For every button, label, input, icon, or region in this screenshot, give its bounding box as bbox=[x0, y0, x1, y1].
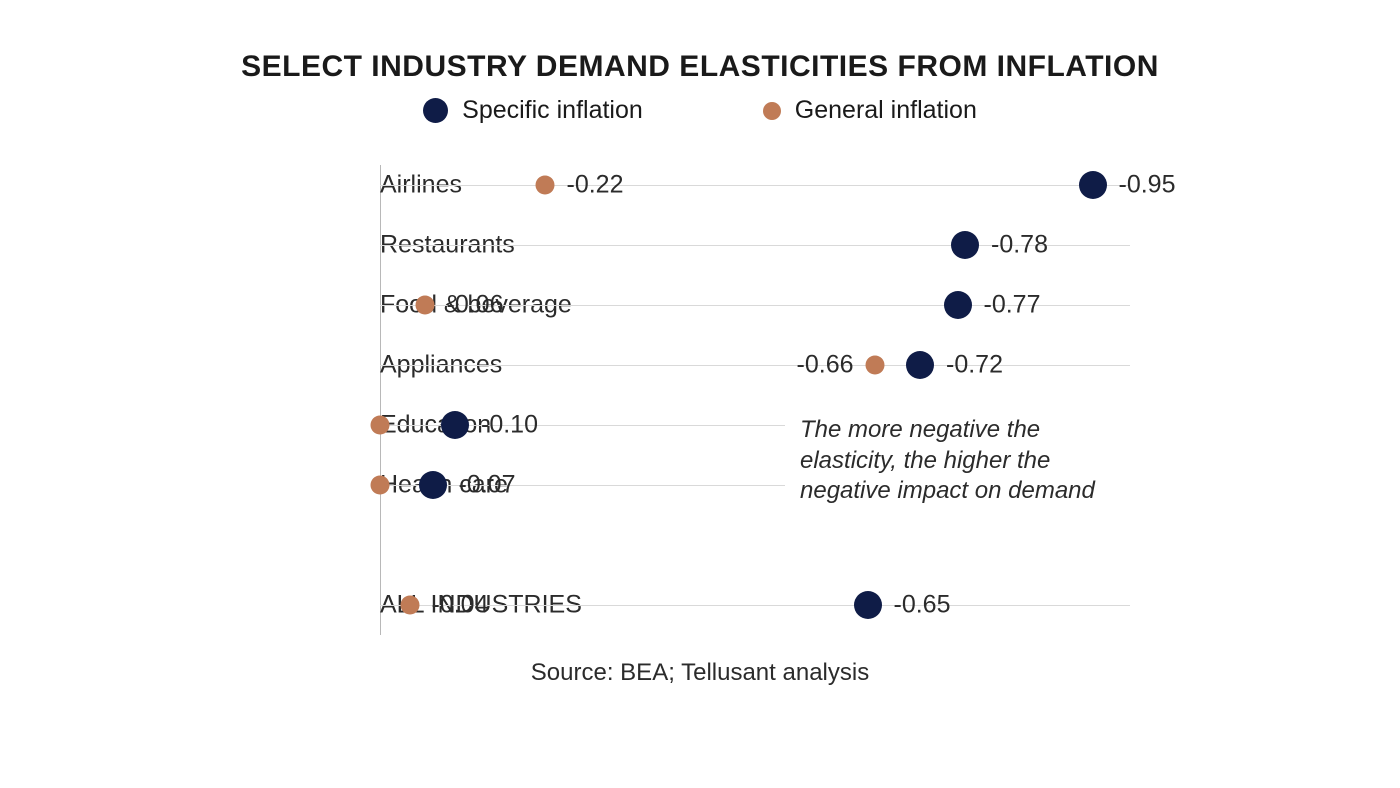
data-point-general bbox=[416, 296, 435, 315]
source-text: Source: BEA; Tellusant analysis bbox=[140, 659, 1260, 687]
data-point-specific bbox=[419, 471, 447, 499]
value-label: -0.66 bbox=[797, 351, 854, 380]
value-label: -0.06 bbox=[447, 291, 504, 320]
data-point-general bbox=[371, 416, 390, 435]
data-point-specific bbox=[1079, 171, 1107, 199]
data-point-specific bbox=[944, 291, 972, 319]
data-point-specific bbox=[951, 231, 979, 259]
gridline bbox=[380, 185, 1130, 186]
data-point-general bbox=[536, 176, 555, 195]
value-label: -0.78 bbox=[991, 231, 1048, 260]
value-label: -0.95 bbox=[1119, 171, 1176, 200]
value-label: -0.07 bbox=[459, 471, 516, 500]
legend-item-general: General inflation bbox=[763, 96, 977, 125]
value-label: -0.04 bbox=[432, 591, 489, 620]
data-point-general bbox=[401, 596, 420, 615]
legend: Specific inflation General inflation bbox=[140, 96, 1260, 125]
plot-area: The more negative theelasticity, the hig… bbox=[140, 165, 1260, 635]
legend-item-specific: Specific inflation bbox=[423, 96, 643, 125]
gridline bbox=[380, 605, 1130, 606]
data-point-specific bbox=[441, 411, 469, 439]
value-label: -0.10 bbox=[481, 411, 538, 440]
legend-label-specific: Specific inflation bbox=[462, 96, 643, 125]
chart-title: SELECT INDUSTRY DEMAND ELASTICITIES FROM… bbox=[140, 50, 1260, 84]
gridline bbox=[380, 365, 1130, 366]
value-label: -0.72 bbox=[946, 351, 1003, 380]
annotation-text: The more negative theelasticity, the hig… bbox=[800, 415, 1095, 507]
legend-dot-general bbox=[763, 102, 781, 120]
data-point-general bbox=[371, 476, 390, 495]
value-label: -0.22 bbox=[567, 171, 624, 200]
value-label: -0.77 bbox=[984, 291, 1041, 320]
data-point-specific bbox=[854, 591, 882, 619]
value-label: -0.65 bbox=[894, 591, 951, 620]
legend-dot-specific bbox=[423, 98, 448, 123]
data-point-general bbox=[866, 356, 885, 375]
data-point-specific bbox=[906, 351, 934, 379]
elasticity-chart: SELECT INDUSTRY DEMAND ELASTICITIES FROM… bbox=[140, 50, 1260, 687]
legend-label-general: General inflation bbox=[795, 96, 977, 125]
